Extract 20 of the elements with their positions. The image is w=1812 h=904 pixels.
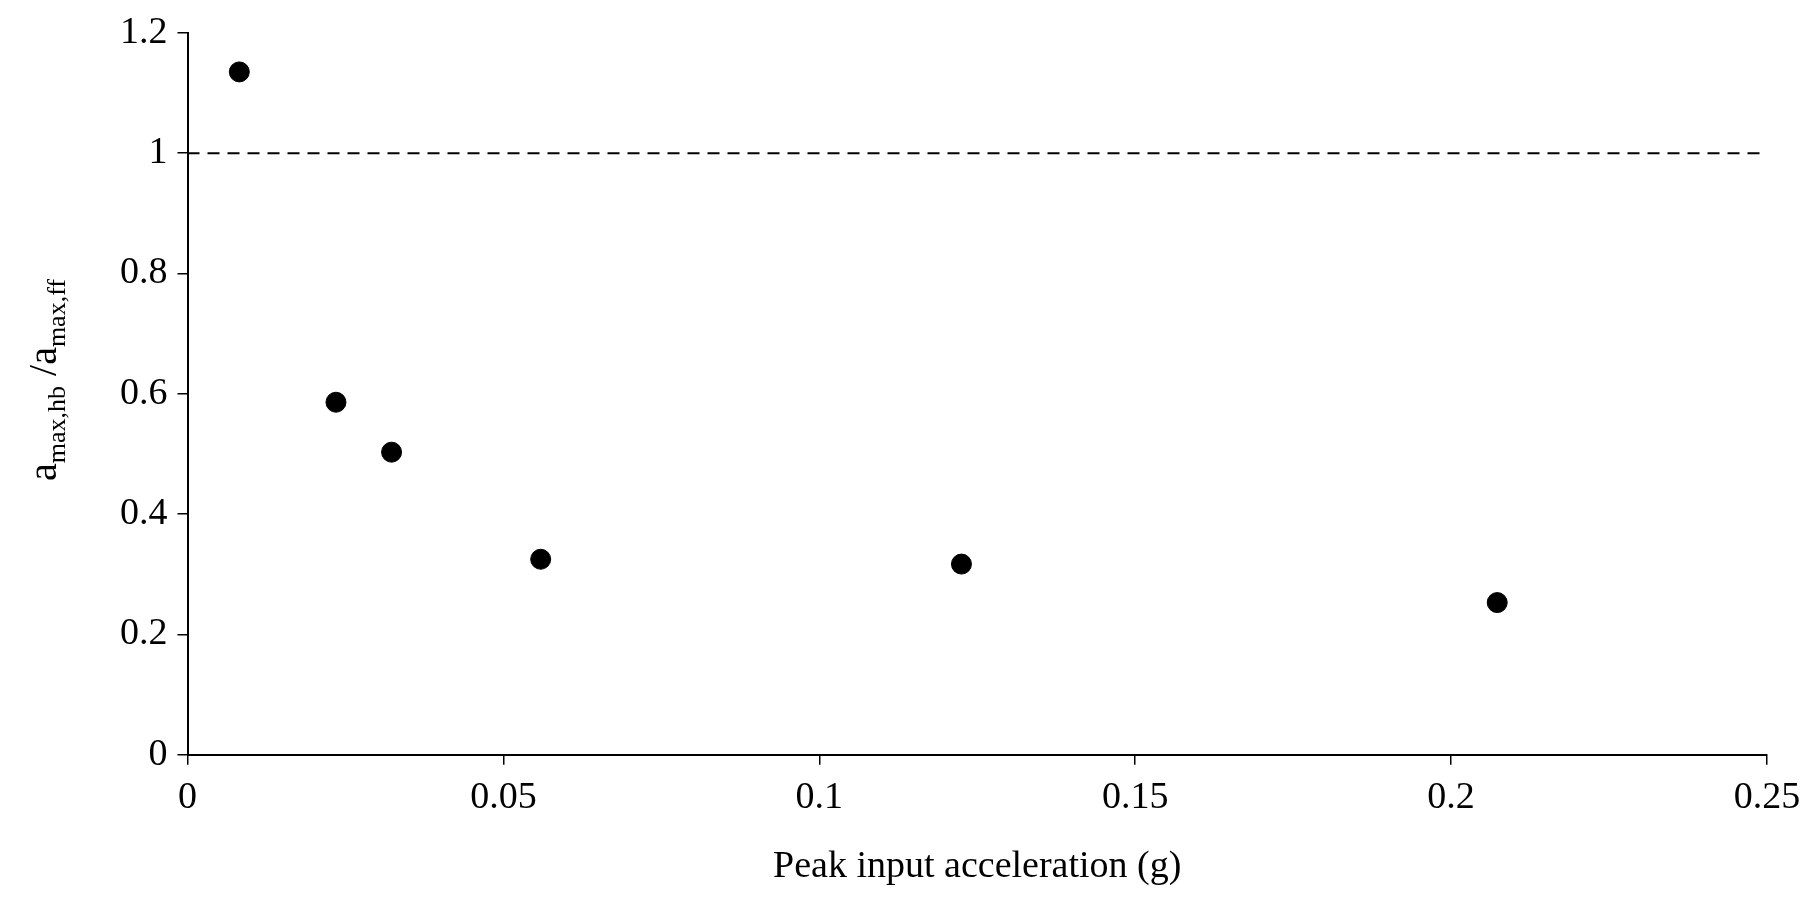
point — [228, 61, 250, 83]
y-tick-label: 1.2 — [120, 8, 168, 51]
x-tick-label: 0 — [178, 773, 197, 816]
point — [381, 441, 403, 463]
y-tick-label: 0.4 — [120, 490, 168, 533]
point — [325, 391, 347, 413]
x-tick-label: 0.05 — [470, 773, 537, 816]
x-axis-title: Peak input acceleration (g) — [773, 843, 1182, 887]
point — [530, 548, 552, 570]
y-tick-label: 0.2 — [120, 610, 168, 653]
x-tick-label: 0.15 — [1101, 773, 1169, 816]
y-tick-label: 0 — [148, 730, 168, 773]
y-tick-label: 0.6 — [120, 369, 168, 412]
y-tick-label: 0.8 — [120, 249, 168, 292]
x-tick-label: 0.25 — [1733, 773, 1801, 816]
point — [950, 553, 972, 575]
x-tick-label: 0.2 — [1427, 773, 1475, 816]
point — [1486, 592, 1508, 614]
y-tick-label: 1 — [148, 129, 168, 172]
x-tick-label: 0.1 — [795, 773, 844, 816]
